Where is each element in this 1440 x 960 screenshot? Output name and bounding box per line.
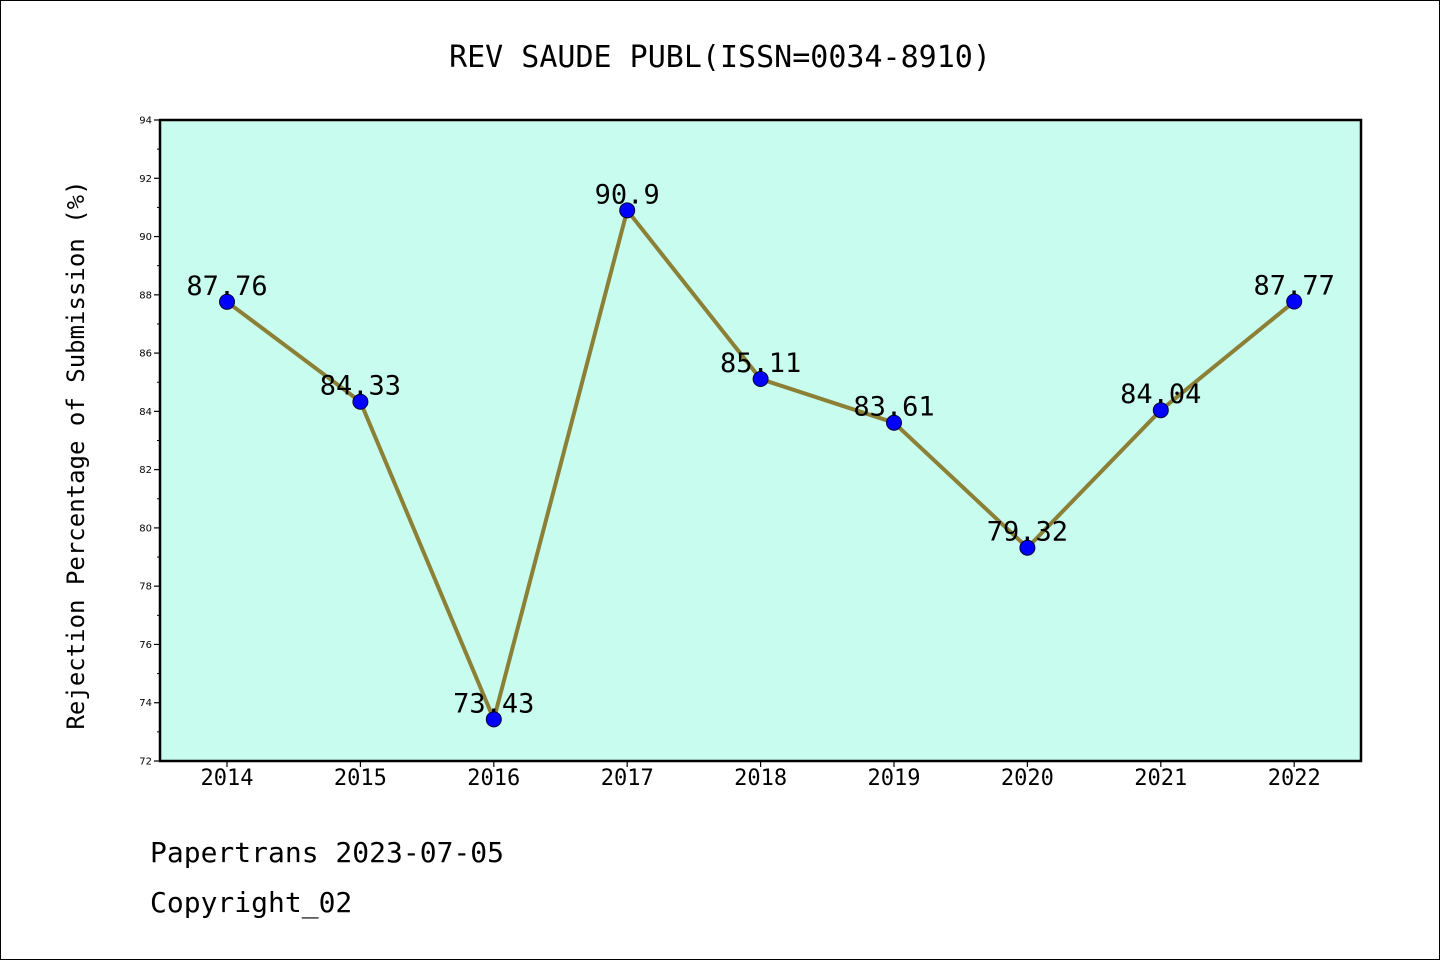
data-label: 85.11 (720, 348, 801, 379)
y-tick-label: 94 (139, 116, 152, 127)
plot-border (158, 118, 1363, 763)
plot-area (160, 120, 1361, 761)
data-label: 73.43 (453, 688, 534, 719)
x-tick-label: 2021 (1134, 766, 1187, 791)
chart-title: REV SAUDE PUBL(ISSN=0034-8910) (449, 40, 991, 75)
data-point (1152, 402, 1169, 419)
data-point (1286, 293, 1303, 310)
y-tick-label: 92 (139, 174, 152, 185)
y-tick-label: 90 (139, 232, 152, 243)
y-tick-label: 84 (139, 407, 152, 418)
y-tick-label: 78 (139, 582, 152, 593)
y-tick-label: 72 (139, 757, 152, 768)
x-tick-label: 2016 (467, 766, 520, 791)
x-tick-label: 2017 (601, 766, 654, 791)
data-point (219, 293, 235, 310)
data-point (485, 711, 502, 728)
x-tick-label: 2015 (334, 766, 387, 791)
data-point (752, 371, 769, 388)
data-label: 87.76 (186, 271, 267, 302)
data-label: 87.77 (1254, 271, 1335, 302)
data-label: 84.33 (320, 371, 401, 402)
y-tick-label: 88 (139, 290, 152, 301)
x-tick-label: 2020 (1001, 766, 1054, 791)
data-point (619, 202, 636, 219)
data-label: 79.32 (987, 517, 1068, 548)
data-label: 83.61 (853, 392, 934, 423)
footer-copyright: Copyright_02 (150, 886, 353, 919)
axes-group: 72 74 76 78 80 82 84 86 88 90 92 94 2014 2015 2016 2017… (139, 116, 1320, 792)
y-tick-label: 80 (139, 523, 152, 534)
x-tick-label: 2014 (201, 766, 254, 791)
y-tick-label: 76 (139, 640, 152, 651)
data-point (1019, 539, 1036, 556)
x-tick-label: 2018 (734, 766, 787, 791)
y-axis-label: Rejection Percentage of Submission (%) (62, 180, 90, 729)
data-label: 84.04 (1120, 379, 1201, 410)
y-tick-label: 86 (139, 349, 152, 360)
footer-date: Papertrans 2023-07-05 (150, 836, 505, 869)
series-group: 87.76 84.33 73.43 90.9 85.11 83.61 79.32 84.04 8… (186, 179, 1335, 728)
x-tick-label: 2022 (1268, 766, 1321, 791)
data-point (352, 393, 369, 410)
y-tick-label: 82 (139, 465, 152, 476)
y-tick-label: 74 (139, 698, 152, 709)
data-label: 90.9 (595, 179, 660, 210)
data-point (886, 414, 902, 431)
x-tick-label: 2019 (868, 766, 921, 791)
